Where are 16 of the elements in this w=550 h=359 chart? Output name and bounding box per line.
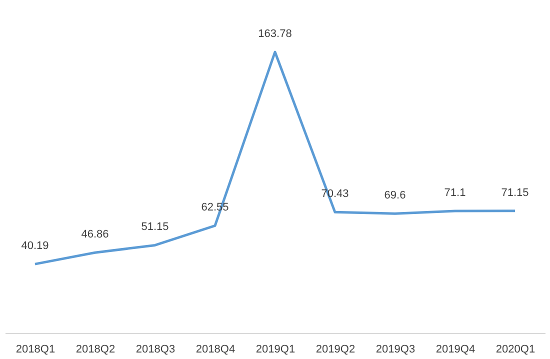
x-tick-label: 2020Q1	[496, 344, 536, 356]
x-tick-label: 2018Q3	[136, 344, 176, 356]
data-label: 46.86	[81, 228, 109, 241]
data-label: 71.15	[501, 186, 529, 199]
data-label: 51.15	[141, 221, 169, 234]
x-tick-label: 2018Q1	[16, 344, 56, 356]
x-tick-label: 2019Q2	[316, 344, 356, 356]
x-tick-label: 2018Q4	[196, 344, 236, 356]
x-tick-label: 2019Q1	[256, 344, 296, 356]
data-label: 163.78	[258, 28, 292, 40]
x-tick-label: 2019Q3	[376, 344, 416, 356]
data-label: 69.6	[384, 190, 406, 202]
x-tick-label: 2019Q4	[436, 344, 476, 356]
x-tick-label: 2018Q2	[76, 344, 116, 356]
data-label: 71.1	[444, 187, 466, 200]
data-label: 40.19	[21, 240, 49, 252]
